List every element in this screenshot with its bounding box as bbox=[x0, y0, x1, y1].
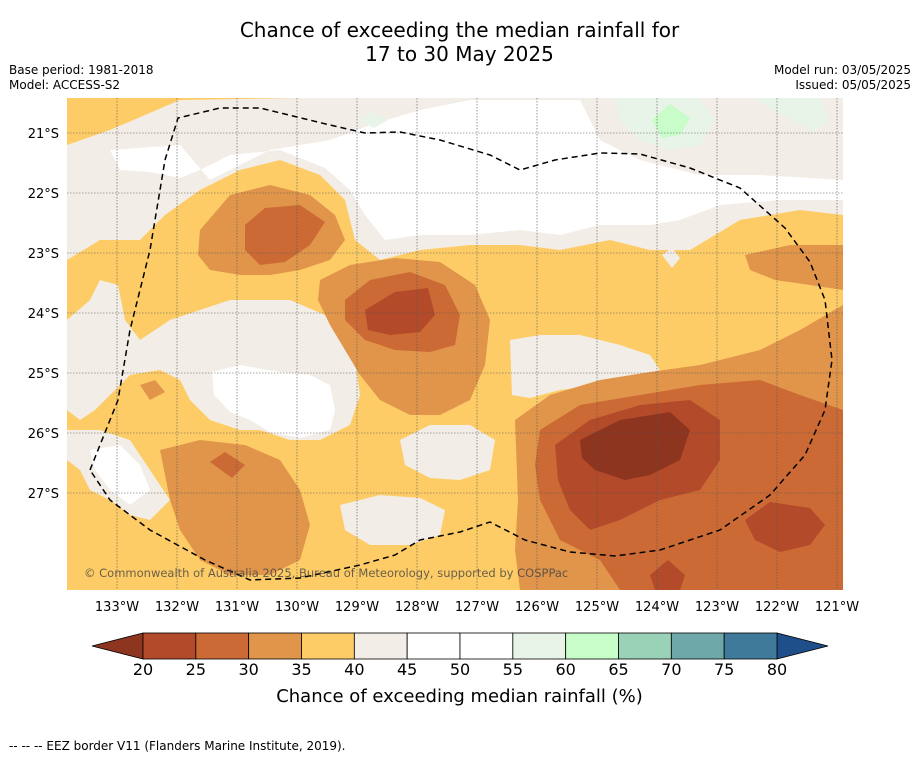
colorbar: 20 25 30 35 40 45 50 55 60 65 70 75 80 bbox=[91, 632, 829, 679]
lon-tick-label: 130°W bbox=[275, 600, 319, 615]
field-30-35-small bbox=[140, 380, 165, 400]
colorbar-tick-label: 60 bbox=[555, 660, 575, 679]
lon-tick-label: 133°W bbox=[95, 600, 139, 615]
field-40-45-south-strip bbox=[340, 495, 445, 545]
colorbar-tick-label: 40 bbox=[344, 660, 364, 679]
lon-tick-label: 123°W bbox=[695, 600, 739, 615]
colorbar-tick-label: 30 bbox=[238, 660, 258, 679]
colorbar-segment bbox=[406, 632, 461, 660]
colorbar-segment bbox=[512, 632, 567, 660]
latitude-axis: 21°S 22°S 23°S 24°S 25°S 26°S 27°S bbox=[28, 127, 59, 502]
model-run: Model run: 03/05/2025 bbox=[773, 63, 911, 77]
lat-tick-label: 27°S bbox=[28, 487, 59, 502]
base-period: Base period: 1981-2018 bbox=[9, 63, 154, 77]
field-20-25-east bbox=[745, 502, 825, 552]
lon-tick-label: 132°W bbox=[155, 600, 199, 615]
colorbar-tick-label: 75 bbox=[714, 660, 734, 679]
lat-tick-label: 24°S bbox=[28, 307, 59, 322]
lon-tick-label: 127°W bbox=[455, 600, 499, 615]
colorbar-segment bbox=[565, 632, 619, 660]
field-55-60-topright bbox=[755, 98, 830, 132]
field-30-35-east bbox=[745, 245, 843, 290]
colorbar-segment bbox=[248, 632, 302, 660]
lat-tick-label: 21°S bbox=[28, 127, 59, 142]
field-40-45-midright bbox=[510, 335, 660, 398]
meta-right: Model run: 03/05/2025 Issued: 05/05/2025 bbox=[774, 63, 911, 93]
lon-tick-label: 122°W bbox=[755, 600, 799, 615]
lon-tick-label: 129°W bbox=[335, 600, 379, 615]
colorbar-tick-label: 25 bbox=[186, 660, 206, 679]
lat-tick-label: 22°S bbox=[28, 187, 59, 202]
field-25-30-southwest bbox=[210, 452, 245, 478]
lat-tick-label: 25°S bbox=[28, 367, 59, 382]
lon-tick-label: 128°W bbox=[395, 600, 439, 615]
colorbar-segment bbox=[723, 632, 778, 660]
eez-footnote: -- -- -- EEZ border V11 (Flanders Marine… bbox=[9, 739, 346, 753]
field-below-20 bbox=[580, 412, 690, 480]
lat-tick-label: 23°S bbox=[28, 247, 59, 262]
field-40-45-center-south bbox=[400, 425, 495, 480]
field-25-30-northwest bbox=[245, 205, 325, 265]
field-40-45-small-east bbox=[662, 248, 680, 268]
copyright-watermark: © Commonwealth of Australia 2025, Bureau… bbox=[84, 566, 568, 580]
title-line-2: 17 to 30 May 2025 bbox=[365, 42, 554, 66]
colorbar-tick-label: 50 bbox=[450, 660, 470, 679]
colorbar-segment bbox=[353, 632, 408, 660]
field-20-25-center bbox=[365, 288, 435, 335]
lon-tick-label: 131°W bbox=[215, 600, 259, 615]
field-20-25-south bbox=[650, 560, 685, 590]
colorbar-tick-label: 70 bbox=[661, 660, 681, 679]
issued-date: Issued: 05/05/2025 bbox=[795, 78, 911, 92]
field-45-50-west bbox=[212, 365, 335, 438]
lat-tick-label: 26°S bbox=[28, 427, 59, 442]
field-45-50-southwest bbox=[90, 445, 150, 505]
field-55-60-small bbox=[358, 112, 388, 128]
map-title: Chance of exceeding the median rainfall … bbox=[0, 18, 919, 66]
lon-tick-label: 124°W bbox=[635, 600, 679, 615]
colorbar-tick-label: 45 bbox=[397, 660, 417, 679]
colorbar-segment bbox=[142, 632, 197, 660]
colorbar-segment bbox=[670, 632, 725, 660]
colorbar-tick-label: 80 bbox=[767, 660, 787, 679]
colorbar-tick-label: 65 bbox=[608, 660, 628, 679]
lon-tick-label: 126°W bbox=[515, 600, 559, 615]
graticule bbox=[67, 98, 843, 590]
colorbar-tick-label: 55 bbox=[503, 660, 523, 679]
colorbar-tick-label: 35 bbox=[291, 660, 311, 679]
colorbar-over-arrow bbox=[776, 632, 829, 660]
meta-left: Base period: 1981-2018 Model: ACCESS-S2 bbox=[9, 63, 154, 93]
longitude-axis: 133°W 132°W 131°W 130°W 129°W 128°W 127°W 126°W… bbox=[95, 600, 859, 615]
colorbar-segment bbox=[301, 632, 355, 660]
lon-tick-label: 121°W bbox=[815, 600, 859, 615]
eez-border bbox=[89, 107, 833, 581]
lon-tick-label: 125°W bbox=[575, 600, 619, 615]
field-45-50-north bbox=[110, 100, 843, 240]
colorbar-tick-label: 20 bbox=[133, 660, 153, 679]
colorbar-label: Chance of exceeding median rainfall (%) bbox=[276, 686, 643, 707]
model-name: Model: ACCESS-S2 bbox=[9, 78, 121, 92]
field-30-35-southwest bbox=[160, 440, 310, 575]
colorbar-under-arrow bbox=[91, 632, 144, 660]
colorbar-segment bbox=[195, 632, 250, 660]
title-line-1: Chance of exceeding the median rainfall … bbox=[239, 18, 680, 42]
colorbar-segment bbox=[618, 632, 672, 660]
map-plot-area bbox=[67, 98, 843, 590]
colorbar-segment bbox=[459, 632, 514, 660]
field-60-65-top bbox=[652, 104, 690, 138]
